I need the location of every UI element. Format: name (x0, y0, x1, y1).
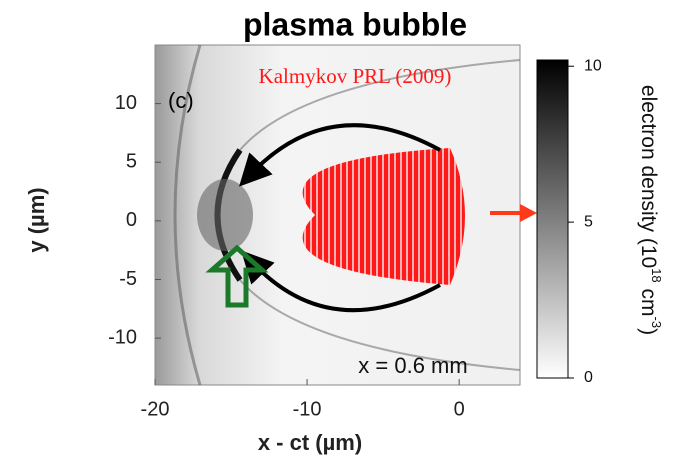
y-axis-label: y (µm) (24, 187, 49, 252)
y-tick-label: -10 (108, 326, 137, 348)
colorbar-tick-label: 10 (584, 57, 602, 74)
x-tick-label: -10 (293, 398, 322, 420)
y-tick-label: 10 (115, 92, 137, 114)
colorbar-label-part: ) (637, 328, 660, 335)
x-axis-label: x - ct (µm) (258, 430, 362, 455)
x-tick-label: -20 (141, 398, 170, 420)
colorbar-tick-label: 0 (584, 369, 593, 386)
colorbar (537, 60, 568, 378)
electron-bunch (197, 179, 253, 251)
y-tick-label: 0 (126, 209, 137, 231)
colorbar-label-part: -3 (649, 317, 664, 329)
plot-area (155, 45, 520, 385)
figure: plasma bubble (c) Kalmykov PRL (2009) x … (0, 0, 673, 468)
colorbar-label: electron density (1018 cm-3) (637, 85, 664, 335)
citation: Kalmykov PRL (2009) (259, 64, 452, 88)
colorbar-tick-label: 5 (584, 213, 593, 230)
x-tick-label: 0 (454, 398, 465, 420)
colorbar-label-part: electron density (10 (637, 85, 660, 268)
y-tick-label: -5 (119, 268, 137, 290)
annotation: x = 0.6 mm (358, 353, 467, 378)
chart-title: plasma bubble (243, 6, 467, 42)
colorbar-label-part: cm (637, 283, 660, 317)
panel-label: (c) (168, 88, 194, 113)
y-tick-label: 5 (126, 151, 137, 173)
colorbar-label-part: 18 (649, 268, 664, 282)
